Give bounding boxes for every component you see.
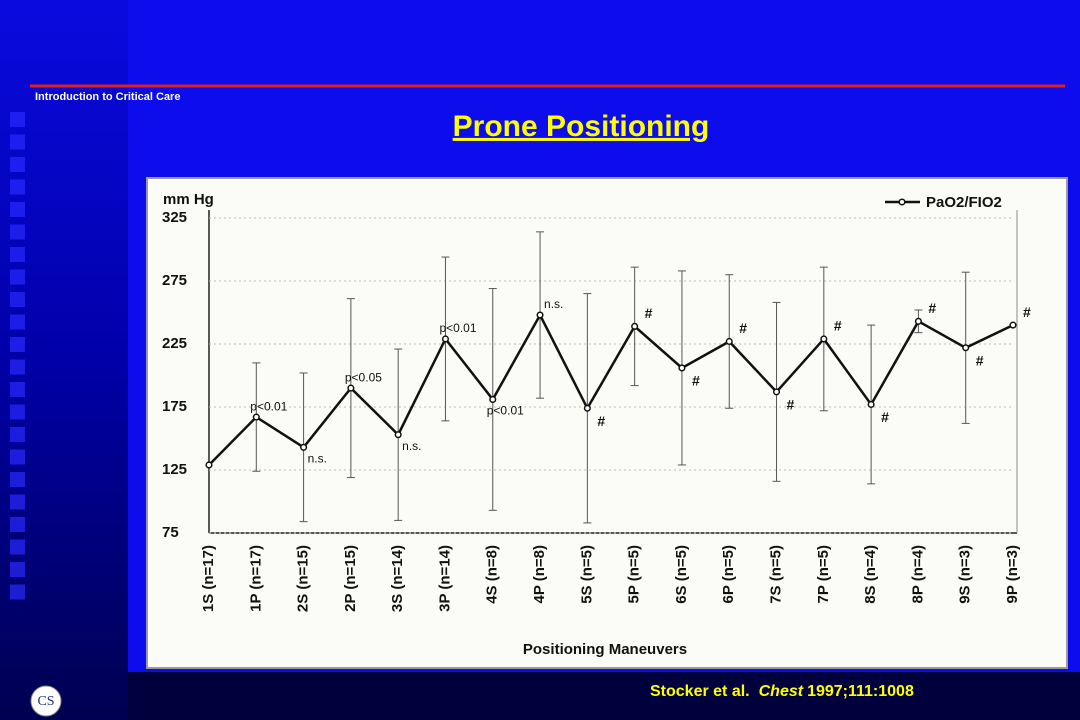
y-tick-label: 225 [162, 335, 187, 352]
decor-square [10, 314, 25, 330]
point-label: p<0.01 [250, 399, 287, 413]
data-point [536, 311, 544, 319]
point-label: # [597, 413, 605, 429]
x-axis-label: Positioning Maneuvers [523, 641, 687, 658]
point-label: n.s. [402, 439, 421, 453]
point-label: # [739, 320, 747, 336]
point-label: # [692, 373, 700, 389]
citation-authors: Stocker et al. [650, 683, 750, 700]
x-tick-label: 1P (n=17) [247, 545, 264, 612]
citation-journal: Chest [759, 683, 804, 700]
logo-badge [30, 685, 62, 717]
decor-square [10, 224, 25, 240]
decor-square [10, 584, 25, 600]
x-tick-label: 5S (n=5) [578, 545, 595, 604]
decor-square [10, 337, 25, 352]
data-point [725, 337, 733, 346]
data-point [489, 395, 497, 403]
x-tick-label: 2S (n=15) [295, 545, 312, 612]
data-point [205, 461, 213, 469]
decor-square [10, 494, 25, 510]
point-label: # [645, 305, 653, 321]
x-tick-label: 2P (n=15) [342, 545, 359, 612]
decor-square [10, 427, 25, 442]
decor-square [10, 517, 25, 532]
decor-square [10, 449, 25, 465]
logo: CS [37, 694, 54, 709]
decor-square [10, 472, 25, 487]
footer-band [128, 672, 1080, 720]
data-point [820, 335, 828, 343]
x-tick-label: 4S (n=8) [484, 545, 501, 604]
x-tick-label: 9P (n=3) [1004, 545, 1021, 604]
x-tick-label: 4P (n=8) [531, 545, 548, 604]
x-tick-label: 3P (n=14) [436, 545, 453, 612]
point-label: # [976, 352, 984, 368]
header: Introduction to Critical Care [35, 91, 180, 103]
x-tick-label: 8P (n=4) [909, 545, 926, 604]
decor-square [10, 292, 25, 307]
decor-square [10, 202, 25, 217]
x-tick-label: 9S (n=3) [957, 545, 974, 604]
point-label: # [1023, 304, 1031, 320]
legend-marker [898, 198, 906, 206]
legend-label: PaO2/FIO2 [926, 194, 1002, 211]
decor-square [10, 562, 25, 577]
point-label: n.s. [544, 297, 563, 311]
citation-ref: 1997;111:1008 [807, 683, 914, 700]
decor-square [10, 539, 25, 555]
decor-squares [10, 112, 25, 600]
decor-square [10, 359, 25, 375]
data-point [252, 413, 260, 421]
point-label: # [834, 318, 842, 334]
point-label: p<0.01 [487, 404, 524, 418]
point-label: p<0.01 [439, 321, 476, 335]
y-tick-label: 75 [162, 524, 179, 541]
decor-square [10, 134, 25, 150]
decor-square [10, 247, 25, 262]
x-tick-label: 7S (n=5) [767, 545, 784, 604]
y-tick-label: 175 [162, 398, 187, 415]
data-point [962, 344, 970, 352]
y-tick-label: 325 [162, 209, 187, 226]
data-point [441, 335, 450, 343]
x-tick-label: 6P (n=5) [720, 545, 737, 604]
decor-square [10, 157, 25, 172]
data-point [867, 400, 875, 409]
data-point [1009, 321, 1017, 329]
data-point [772, 388, 781, 396]
data-point [631, 322, 639, 330]
point-label: # [787, 397, 795, 413]
point-label: p<0.05 [345, 370, 382, 384]
decor-square [10, 382, 25, 397]
chart-frame [146, 177, 1068, 669]
data-point [678, 364, 686, 372]
point-label: n.s. [308, 451, 327, 465]
y-tick-label: 275 [162, 272, 187, 289]
x-tick-label: 1S (n=17) [200, 545, 217, 612]
x-tick-label: 3S (n=14) [389, 545, 406, 612]
data-point [583, 404, 591, 412]
data-point [394, 431, 402, 439]
decor-square [10, 404, 25, 420]
y-axis-label: mm Hg [163, 191, 214, 208]
data-line [208, 312, 1014, 466]
point-label: # [881, 409, 889, 425]
y-tick-label: 125 [162, 461, 187, 478]
citation: Stocker et al. Chest 1997;111:1008 [650, 683, 914, 700]
data-point [914, 317, 922, 325]
slide-title: Prone Positioning [453, 110, 710, 143]
decor-square [10, 269, 25, 285]
data-point [300, 443, 308, 451]
x-tick-label: 7P (n=5) [815, 545, 832, 604]
x-tick-label: 6S (n=5) [673, 545, 690, 604]
decor-square [10, 112, 25, 127]
x-tick-label: 5P (n=5) [626, 545, 643, 604]
point-label: # [928, 300, 936, 316]
data-point [347, 384, 355, 392]
decor-square [10, 179, 25, 195]
x-tick-label: 8S (n=4) [862, 545, 879, 604]
